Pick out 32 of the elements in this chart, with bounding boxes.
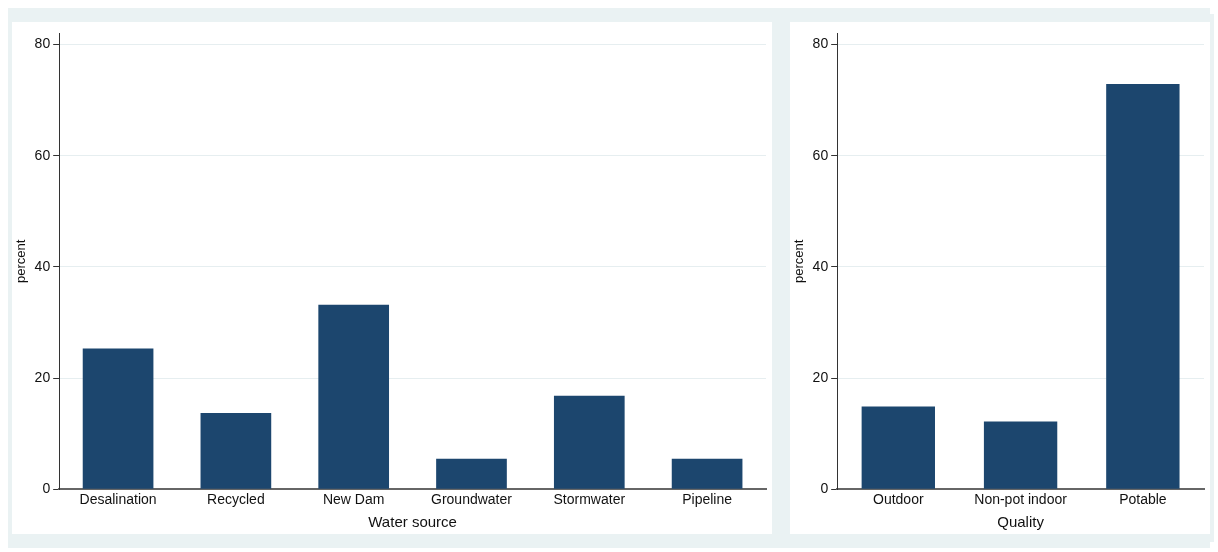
x-axis-title: Water source [368,513,457,531]
x-tick-label: Recycled [207,491,265,508]
x-tick-label: Desalination [79,491,157,508]
bar [82,348,154,489]
y-tick-label: 0 [42,480,51,497]
x-tick-label: Groundwater [431,491,513,508]
bar [318,304,390,489]
y-axis-title: percent [791,239,807,283]
y-tick-label: 40 [34,257,51,274]
bar [1106,83,1180,489]
y-tick-label: 80 [34,35,51,52]
x-axis-title: Quality [997,513,1045,531]
y-axis-title: percent [13,239,29,283]
y-tick-label: 20 [812,368,829,385]
bar [983,421,1058,489]
x-tick-label: Potable [1119,491,1167,508]
y-tick-label: 40 [812,257,829,274]
x-tick-label: Non-pot indoor [974,491,1068,508]
bar [200,413,272,489]
bar [671,458,743,489]
y-tick-label: 80 [812,35,829,52]
x-tick-label: Pipeline [682,491,733,508]
x-tick-label: Stormwater [553,491,626,508]
bar [553,395,625,489]
bar [436,458,507,489]
y-tick-label: 60 [34,146,51,163]
x-tick-label: New Dam [322,491,385,508]
y-tick-label: 0 [820,480,829,497]
bar [861,406,935,489]
x-tick-label: Outdoor [873,491,924,508]
y-tick-label: 20 [34,368,51,385]
y-tick-label: 60 [812,146,829,163]
